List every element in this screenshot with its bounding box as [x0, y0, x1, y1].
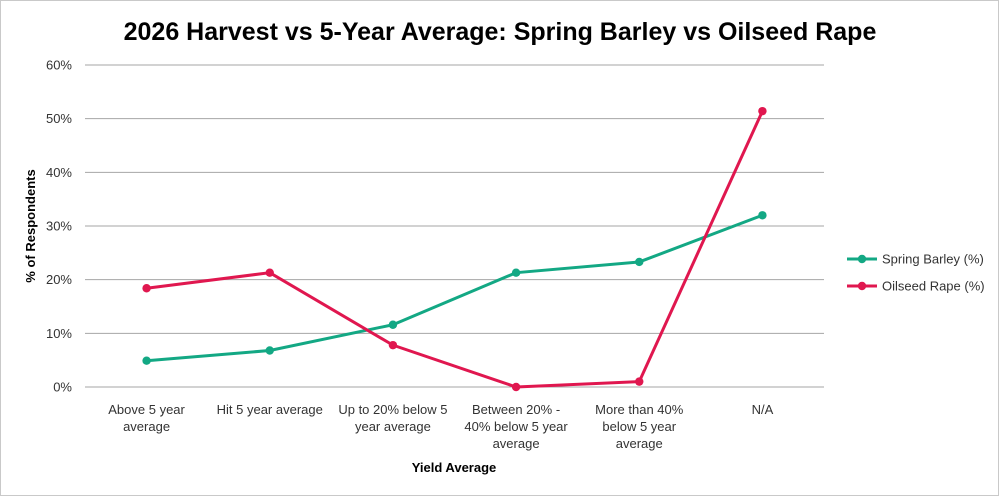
- y-tick-label: 40%: [46, 165, 72, 180]
- data-point: [142, 284, 151, 293]
- y-tick-label: 50%: [46, 111, 72, 126]
- legend-swatch-marker: [857, 254, 867, 264]
- data-point: [511, 382, 521, 392]
- legend-label: Spring Barley (%): [882, 252, 984, 267]
- gridlines: [85, 64, 824, 388]
- data-point: [265, 346, 274, 355]
- y-axis-label: % of Respondents: [23, 169, 38, 282]
- legend-label: Oilseed Rape (%): [882, 279, 985, 294]
- data-point: [265, 268, 274, 277]
- data-point: [142, 356, 151, 365]
- series-line: [145, 213, 764, 363]
- legend: Spring Barley (%) Oilseed Rape (%): [847, 252, 985, 294]
- data-point: [388, 320, 398, 329]
- y-tick-label: 20%: [46, 272, 72, 287]
- y-axis-ticks: 0% 10% 20% 30% 40% 50% 60%: [46, 58, 72, 395]
- legend-item: Oilseed Rape (%): [847, 279, 985, 294]
- series-line: [145, 109, 764, 389]
- x-tick-label: Up to 20% below 5 year average: [338, 402, 447, 434]
- y-tick-label: 30%: [46, 219, 72, 234]
- legend-swatch-marker: [857, 281, 867, 291]
- x-tick-label: Hit 5 year average: [217, 402, 323, 417]
- data-point: [758, 106, 767, 116]
- x-tick-label: More than 40% below 5 year average: [595, 402, 684, 451]
- x-tick-label: Above 5 year average: [108, 402, 185, 434]
- chart-title: 2026 Harvest vs 5-Year Average: Spring B…: [124, 18, 877, 46]
- data-point: [758, 211, 767, 220]
- series-1: [142, 211, 767, 365]
- data-point: [388, 340, 398, 350]
- y-tick-label: 10%: [46, 326, 72, 341]
- data-point: [635, 377, 644, 386]
- y-tick-label: 60%: [46, 58, 72, 73]
- x-tick-label: Between 20% -40% below 5 year average: [464, 402, 568, 451]
- x-axis-label: Yield Average: [412, 460, 497, 475]
- x-axis-ticks: Above 5 year average Hit 5 year average Up …: [108, 402, 773, 451]
- data-point: [511, 268, 521, 277]
- series-2: [142, 106, 767, 392]
- series-layer: [142, 106, 767, 392]
- y-tick-label: 0%: [53, 380, 72, 395]
- legend-item: Spring Barley (%): [847, 252, 984, 267]
- x-tick-label: N/A: [752, 402, 774, 417]
- data-point: [635, 257, 644, 267]
